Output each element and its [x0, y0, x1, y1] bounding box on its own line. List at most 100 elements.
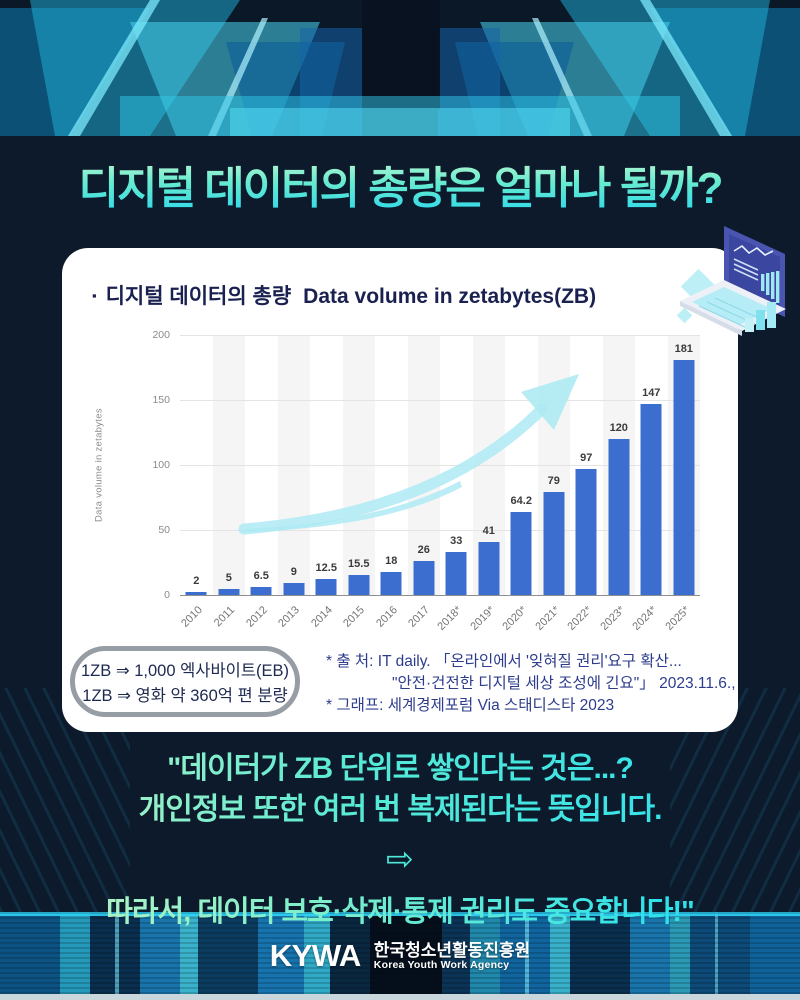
top-tech-banner: [0, 0, 800, 136]
laptop-analytics-illustration: [676, 226, 786, 336]
bar-value-label: 9: [290, 566, 297, 579]
bar-column: 12.5 2014: [309, 335, 343, 630]
bar-column: 6.5 2012: [244, 335, 278, 630]
bar-column: 41 2019*: [468, 335, 506, 633]
bar-value-label: 64.2: [510, 494, 532, 507]
bar-value-label: 26: [417, 544, 430, 557]
x-tick-label: 2016: [373, 604, 400, 630]
bar: [218, 588, 240, 595]
message-line-1: "데이터가 ZB 단위로 쌓인다는 것은...?: [0, 748, 800, 789]
pill-line-1: 1ZB ⇒ 1,000 엑사바이트(EB): [80, 662, 290, 680]
bar-column: 181 2025*: [663, 335, 701, 633]
y-tick-label: 150: [152, 394, 170, 406]
footer-tech-pattern: [0, 912, 800, 1000]
source-line-1: * 출 처: IT daily. 「온라인에서 '잊혀질 권리'요구 확산...: [326, 653, 682, 670]
bar-value-label: 15.5: [348, 557, 370, 570]
bar-column: 33 2018*: [436, 335, 473, 633]
card-heading-english: Data volume in zetabytes(ZB): [303, 285, 597, 308]
bar-column: 120 2023*: [598, 335, 636, 633]
org-name-korean: 한국청소년활동진흥원: [373, 940, 531, 960]
bar-column: 5 2011: [212, 335, 246, 629]
bar-value-label: 79: [547, 475, 560, 488]
bar-column: 147 2024*: [631, 335, 668, 633]
bar: [640, 403, 662, 595]
bar-value-label: 5: [225, 571, 232, 584]
bar-value-label: 97: [580, 451, 593, 464]
bar-value-label: 33: [450, 535, 463, 548]
bar-column: 64.2 2020*: [501, 335, 538, 633]
footer-logo-group: KYWA 한국청소년활동진흥원 Korea Youth Work Agency: [0, 912, 800, 1000]
x-tick-label: 2025*: [663, 604, 693, 633]
bar: [348, 574, 370, 595]
down-pointer-arrow-icon: ⇨: [386, 840, 414, 878]
card-heading-korean: 디지털 데이터의 총량: [105, 285, 292, 308]
bar-column: 9 2013: [276, 335, 311, 630]
bar: [315, 578, 337, 595]
source-note: * 출 처: IT daily. 「온라인에서 '잊혀질 권리'요구 확산...…: [326, 651, 736, 717]
bar: [575, 468, 597, 595]
page-title: 디지털 데이터의 총량은 얼마나 될까?: [0, 152, 800, 216]
x-tick-label: 2023*: [598, 604, 628, 633]
zetabyte-definition-pill: 1ZB ⇒ 1,000 엑사바이트(EB) 1ZB ⇒ 영화 약 360억 편 …: [70, 646, 300, 717]
bar-value-label: 18: [385, 554, 398, 567]
bar: [283, 583, 305, 595]
bar: [185, 592, 207, 595]
bar: [543, 492, 565, 595]
bar: [413, 561, 435, 595]
gridline: [180, 400, 700, 401]
bottom-light-strip: [0, 994, 800, 1000]
x-tick-label: 2014: [308, 604, 335, 630]
bar-chart: Data volume in zetabytes 0 50 100 150 200 2 20…: [94, 329, 701, 633]
x-tick-label: 2011: [212, 604, 238, 630]
y-tick-label: 100: [152, 459, 170, 471]
y-axis-title: Data volume in zetabytes: [93, 408, 105, 522]
x-tick-label: 2020*: [500, 604, 530, 633]
bar-column: 79 2021*: [533, 335, 571, 633]
bar-column: 26 2017: [406, 335, 441, 630]
bar-value-label: 2: [193, 575, 200, 588]
bar: [608, 439, 630, 595]
bar-value-label: 120: [609, 422, 628, 434]
bar-value-label: 6.5: [253, 569, 269, 582]
footer-banner: KYWA 한국청소년활동진흥원 Korea Youth Work Agency: [0, 912, 800, 1000]
chart-plot-area: 0 50 100 150 200 2 2010 5 2011 6.5 2012 9 2013 12.5 20…: [152, 329, 701, 633]
message-line-2: 개인정보 또한 여러 번 복제된다는 뜻입니다.: [0, 789, 800, 830]
bar-column: 97 2022*: [566, 335, 603, 633]
x-tick-label: 2012: [243, 604, 270, 630]
source-line-3: * 그래프: 세계경제포럼 Via 스태디스타 2023: [326, 697, 615, 714]
bar: [250, 586, 272, 595]
y-tick-label: 0: [164, 589, 170, 601]
x-tick-label: 2017: [406, 604, 433, 630]
bar-value-label: 12.5: [315, 561, 337, 574]
source-line-2: "안전·건전한 디지털 세상 조성에 긴요"」 2023.11.6.,: [392, 675, 736, 692]
bar: [478, 541, 500, 595]
message-block: "데이터가 ZB 단위로 쌓인다는 것은...? 개인정보 또한 여러 번 복제…: [0, 748, 800, 930]
gridline: [180, 335, 700, 336]
bar-column: 2 2010: [179, 335, 213, 630]
kywa-logo: KYWA: [269, 938, 362, 973]
y-tick-label: 200: [152, 329, 170, 341]
bar-value-label: 41: [482, 524, 495, 537]
x-tick-label: 2022*: [565, 604, 595, 633]
square-bullet-icon: ▪: [92, 288, 97, 303]
bar-column: 18 2016: [374, 335, 408, 630]
y-tick-label: 50: [158, 524, 170, 536]
gridline: [180, 595, 700, 596]
x-tick-label: 2015: [341, 604, 368, 630]
bar: [510, 511, 532, 595]
bar-value-label: 147: [642, 386, 661, 399]
chart-card-heading: ▪ 디지털 데이터의 총량 Data volume in zetabytes(ZB): [92, 280, 596, 310]
x-tick-label: 2019*: [468, 604, 498, 633]
bar: [673, 359, 695, 595]
x-tick-label: 2024*: [630, 604, 660, 633]
x-tick-label: 2021*: [533, 604, 563, 633]
x-tick-label: 2013: [276, 604, 303, 630]
bar-column: 15.5 2015: [341, 335, 376, 630]
bar: [445, 552, 467, 595]
x-tick-label: 2010: [178, 604, 205, 630]
x-tick-label: 2018*: [435, 604, 465, 633]
bar: [380, 571, 402, 595]
pill-line-2: 1ZB ⇒ 영화 약 360억 편 분량: [82, 687, 288, 705]
message-line-3: 따라서, 데이터 보호·삭제·통제 권리도 중요합니다!": [0, 888, 800, 930]
